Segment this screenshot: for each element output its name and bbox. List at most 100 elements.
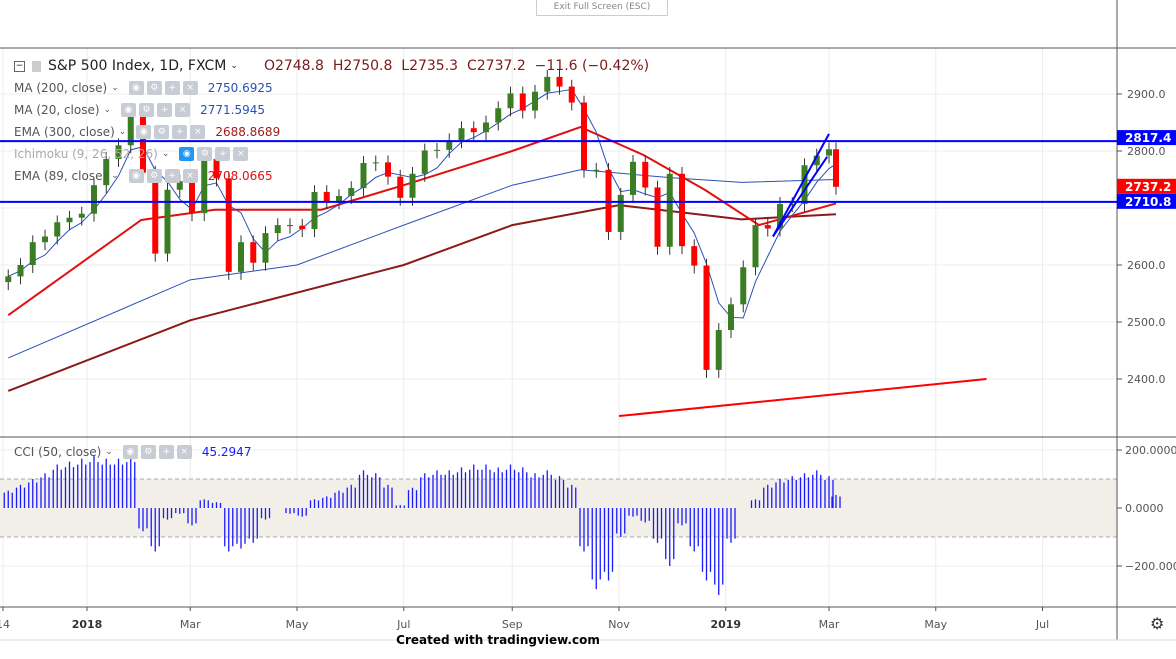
chevron-down-icon[interactable]: ⌄: [161, 149, 170, 159]
symbol-title[interactable]: S&P 500 Index, 1D, FXCM: [48, 58, 227, 74]
low-value: L2735.3: [401, 58, 459, 74]
cci-label[interactable]: CCI (50, close): [14, 445, 102, 459]
remove-icon[interactable]: ×: [182, 169, 198, 183]
candle: [434, 149, 440, 151]
symbol-color-icon: [32, 60, 41, 72]
chevron-down-icon[interactable]: ⌄: [118, 127, 127, 137]
add-icon[interactable]: +: [172, 125, 188, 139]
candle: [519, 93, 526, 111]
indicator-label[interactable]: MA (20, close): [14, 103, 100, 117]
add-icon[interactable]: +: [164, 169, 180, 183]
y-tick-label: 2900.0: [1127, 88, 1166, 101]
last-price-label-bg: [1117, 178, 1176, 194]
settings-icon[interactable]: ⚙: [139, 103, 155, 117]
credit-text: Created with tradingview.com: [396, 633, 600, 647]
chevron-down-icon[interactable]: ⌄: [111, 171, 119, 181]
candle: [715, 329, 722, 370]
open-value: O2748.8: [263, 58, 324, 74]
candle: [446, 140, 453, 150]
indicator-label[interactable]: Ichimoku (9, 26, 52, 26): [14, 147, 158, 161]
candle: [311, 192, 318, 230]
overlay-line: [7, 204, 837, 392]
settings-icon[interactable]: ⚙: [146, 169, 162, 183]
visibility-icon[interactable]: ◉: [128, 169, 144, 183]
candle: [764, 225, 771, 229]
settings-icon[interactable]: ⚙: [146, 81, 162, 95]
candle: [213, 158, 220, 179]
candle: [544, 76, 551, 92]
add-icon[interactable]: +: [215, 147, 231, 161]
indicator-value: 2771.5945: [200, 103, 265, 117]
candle: [630, 161, 636, 195]
candle: [385, 162, 391, 177]
candle: [593, 169, 600, 171]
visibility-icon[interactable]: ◉: [179, 147, 195, 161]
trend-line: [772, 133, 830, 237]
ohlc-values: O2748.8 H2750.8 L2735.3 C2737.2 −11.6 (−…: [264, 58, 649, 74]
add-icon[interactable]: +: [158, 445, 174, 459]
candle: [556, 76, 563, 87]
candle: [103, 158, 110, 186]
candle: [409, 173, 416, 198]
candle: [54, 222, 61, 237]
x-tick-label: May: [286, 618, 309, 631]
candle: [568, 86, 575, 103]
chevron-down-icon[interactable]: ⌄: [111, 83, 119, 93]
indicator-label[interactable]: MA (200, close): [14, 81, 108, 95]
indicator-label[interactable]: EMA (89, close): [14, 169, 108, 183]
candle: [299, 225, 306, 230]
add-icon[interactable]: +: [164, 81, 180, 95]
settings-icon[interactable]: ⚙: [197, 147, 213, 161]
indicator-label[interactable]: EMA (300, close): [14, 125, 115, 139]
candle: [78, 213, 85, 218]
candle: [152, 172, 159, 254]
remove-icon[interactable]: ×: [175, 103, 191, 117]
cci-band: [0, 479, 1117, 537]
candle: [703, 265, 710, 370]
visibility-icon[interactable]: ◉: [122, 445, 138, 459]
candle: [91, 185, 97, 214]
visibility-icon[interactable]: ◉: [136, 125, 152, 139]
candle: [679, 173, 685, 247]
trend-line: [772, 156, 829, 238]
collapse-icon[interactable]: −: [14, 60, 25, 72]
candle: [42, 236, 48, 243]
candle: [115, 145, 122, 159]
x-tick-label: 2019: [710, 618, 741, 631]
settings-icon[interactable]: ⚙: [154, 125, 170, 139]
remove-icon[interactable]: ×: [233, 147, 249, 161]
remove-icon[interactable]: ×: [182, 81, 198, 95]
remove-icon[interactable]: ×: [176, 445, 192, 459]
high-value: H2750.8: [332, 58, 393, 74]
remove-icon[interactable]: ×: [190, 125, 206, 139]
candle: [483, 122, 489, 133]
symbol-legend: − S&P 500 Index, 1D, FXCM ⌄ O2748.8 H275…: [14, 58, 649, 74]
chevron-down-icon[interactable]: ⌄: [105, 447, 113, 457]
candle: [164, 189, 171, 254]
close-value: C2737.2: [466, 58, 526, 74]
candle: [176, 181, 183, 190]
settings-icon[interactable]: ⚙: [140, 445, 156, 459]
chart-settings-gear-icon[interactable]: ⚙: [1150, 614, 1165, 633]
candle: [225, 178, 232, 272]
candle: [740, 267, 747, 305]
add-icon[interactable]: +: [157, 103, 173, 117]
last-price-label: 2737.2: [1125, 180, 1171, 194]
candle: [336, 196, 342, 202]
level-price-label: 2817.4: [1125, 131, 1171, 145]
candle: [470, 128, 477, 133]
exit-fullscreen-button[interactable]: Exit Full Screen (ESC): [536, 0, 668, 16]
chevron-down-icon[interactable]: ⌄: [103, 105, 112, 115]
candle: [532, 91, 538, 111]
candle: [728, 304, 734, 330]
candle: [666, 173, 673, 247]
cci-value: 45.2947: [201, 445, 252, 459]
visibility-icon[interactable]: ◉: [128, 81, 144, 95]
candle: [262, 233, 269, 263]
overlay-line: [8, 169, 837, 359]
chevron-down-icon[interactable]: ⌄: [230, 61, 238, 71]
indicator-value: 2750.6925: [207, 81, 273, 95]
cci-legend: CCI (50, close) ⌄ ◉ ⚙ + × 45.2947: [14, 445, 251, 459]
visibility-icon[interactable]: ◉: [121, 103, 137, 117]
